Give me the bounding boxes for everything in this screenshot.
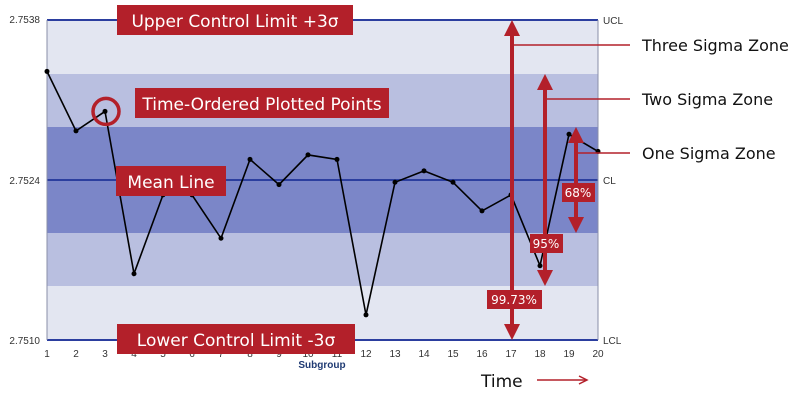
data-point-10 xyxy=(305,152,311,158)
points-callout-text: Time-Ordered Plotted Points xyxy=(141,95,381,115)
x-axis-title: Subgroup xyxy=(298,360,345,371)
x-tick-label-14: 14 xyxy=(418,349,430,360)
x-tick-label-9: 9 xyxy=(276,349,282,360)
x-tick-label-20: 20 xyxy=(592,349,604,360)
x-tick-label-3: 3 xyxy=(102,349,108,360)
data-point-18 xyxy=(537,263,543,269)
data-point-16 xyxy=(479,208,485,214)
pct-95-label: 95% xyxy=(533,237,560,251)
data-point-4 xyxy=(131,271,137,277)
pct-68-label: 68% xyxy=(565,186,592,200)
data-point-3 xyxy=(102,108,108,114)
time-label: Time xyxy=(480,372,523,392)
data-point-13 xyxy=(392,179,398,185)
x-tick-label-8: 8 xyxy=(247,349,253,360)
data-point-7 xyxy=(218,235,224,241)
x-tick-label-2: 2 xyxy=(73,349,79,360)
x-tick-label-19: 19 xyxy=(563,349,575,360)
highlighted-point-circle xyxy=(91,96,121,127)
mean-callout-text: Mean Line xyxy=(127,173,214,193)
data-point-2 xyxy=(73,128,79,134)
x-tick-label-16: 16 xyxy=(476,349,488,360)
x-tick-label-7: 7 xyxy=(218,349,224,360)
x-tick-label-6: 6 xyxy=(189,349,195,360)
x-tick-label-17: 17 xyxy=(505,349,517,360)
cl-right-label: CL xyxy=(603,176,616,187)
one-sigma-zone-label: One Sigma Zone xyxy=(642,144,776,163)
x-tick-label-1: 1 xyxy=(44,349,50,360)
data-point-9 xyxy=(276,182,282,188)
series-line xyxy=(46,71,599,316)
lcl-callout: Lower Control Limit -3σ xyxy=(117,324,355,354)
data-point-11 xyxy=(334,156,340,162)
x-tick-label-18: 18 xyxy=(534,349,546,360)
x-tick-label-5: 5 xyxy=(160,349,166,360)
lcl-callout-text: Lower Control Limit -3σ xyxy=(137,331,336,351)
mean-callout: Mean Line xyxy=(116,166,226,196)
data-point-12 xyxy=(363,312,369,318)
x-tick-label-4: 4 xyxy=(131,349,137,360)
x-tick-label-10: 10 xyxy=(302,349,314,360)
x-tick-label-13: 13 xyxy=(389,349,401,360)
three-sigma-arrow xyxy=(504,20,520,340)
ucl-callout-text: Upper Control Limit +3σ xyxy=(131,12,338,32)
x-tick-label-12: 12 xyxy=(360,349,372,360)
data-point-19 xyxy=(566,131,572,137)
x-tick-label-15: 15 xyxy=(447,349,459,360)
ucl-right-label: UCL xyxy=(603,16,623,27)
x-tick-label-11: 11 xyxy=(332,349,343,360)
points-callout: Time-Ordered Plotted Points xyxy=(135,88,389,118)
data-point-1 xyxy=(44,68,50,74)
two-sigma-zone-label: Two Sigma Zone xyxy=(641,90,773,109)
y-tick-label-top: 2.7538 xyxy=(9,15,40,26)
lcl-right-label: LCL xyxy=(603,336,622,347)
pct-95-bg xyxy=(530,234,563,253)
x-tick-labels: 1 2 3 4 5 6 7 8 9 10 11 12 13 14 15 16 17 18 19 20 xyxy=(44,349,604,360)
time-arrow-icon xyxy=(537,375,589,385)
data-point-8 xyxy=(247,156,253,162)
data-point-15 xyxy=(450,179,456,185)
pct-68-bg xyxy=(562,183,595,202)
data-point-14 xyxy=(421,168,427,174)
y-tick-label-bottom: 2.7510 xyxy=(9,336,40,347)
y-tick-label-mid: 2.7524 xyxy=(9,176,40,187)
ucl-callout: Upper Control Limit +3σ xyxy=(117,5,353,35)
pct-99-label: 99.73% xyxy=(491,293,537,307)
three-sigma-zone-label: Three Sigma Zone xyxy=(641,36,789,55)
pct-99-bg xyxy=(487,290,542,309)
